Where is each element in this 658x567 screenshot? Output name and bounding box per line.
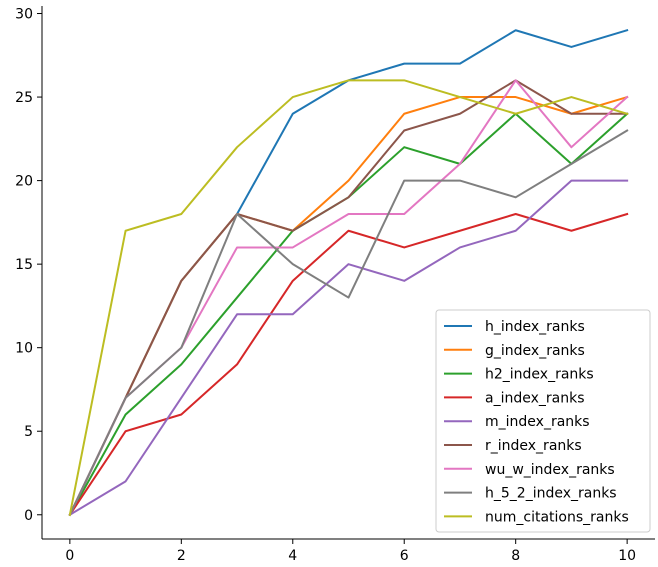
legend-label: wu_w_index_ranks: [485, 462, 615, 478]
x-tick-label: 2: [177, 548, 186, 564]
series-line-r-index-ranks: [68, 79, 629, 517]
series-layer: [68, 28, 629, 517]
legend-label: m_index_ranks: [485, 414, 590, 430]
legend-label: g_index_ranks: [485, 343, 585, 359]
legend-label: r_index_ranks: [485, 438, 582, 454]
legend-label: num_citations_ranks: [485, 509, 629, 525]
y-tick-label: 5: [24, 424, 33, 440]
series-line-a-index-ranks: [68, 212, 629, 517]
y-tick-label: 25: [15, 90, 33, 106]
legend-label: h_5_2_index_ranks: [485, 486, 617, 502]
legend-label: h2_index_ranks: [485, 367, 594, 383]
x-tick-label: 8: [511, 548, 520, 564]
legend-label: h_index_ranks: [485, 319, 585, 335]
legend-box: [435, 309, 651, 533]
series-line-m-index-ranks: [68, 179, 629, 517]
y-tick-label: 0: [24, 508, 33, 524]
x-tick-label: 4: [288, 548, 297, 564]
series-line-num-citations-ranks: [68, 79, 629, 516]
y-tick-label: 20: [15, 174, 33, 190]
y-tick-label: 10: [15, 341, 33, 357]
y-tick-label: 15: [15, 257, 33, 273]
axes-layer: 0 2 4 6 8 10 0 5 10 15 20 25 30: [15, 6, 655, 564]
x-tick-label: 6: [400, 548, 409, 564]
x-tick-label: 0: [65, 548, 74, 564]
y-tick-label: 30: [15, 7, 33, 23]
x-tick-label: 10: [618, 548, 636, 564]
legend: h_index_ranks g_index_ranks h2_index_ranks…: [435, 309, 651, 533]
legend-label: a_index_ranks: [485, 390, 585, 406]
series-line-h-5-2-index-ranks: [68, 129, 629, 517]
